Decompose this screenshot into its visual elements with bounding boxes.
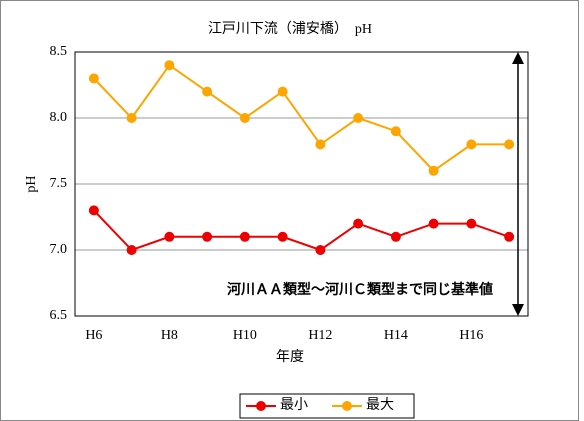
data-point bbox=[88, 205, 99, 216]
y-tick-label: 8.0 bbox=[50, 110, 68, 125]
x-tick-label: H16 bbox=[459, 328, 483, 343]
y-tick-label: 7.5 bbox=[50, 176, 68, 191]
legend-label: 最大 bbox=[366, 397, 394, 413]
data-point bbox=[428, 218, 439, 229]
data-point bbox=[126, 245, 137, 255]
data-point bbox=[466, 139, 477, 150]
legend-marker bbox=[256, 401, 266, 411]
data-point bbox=[428, 165, 439, 176]
data-point bbox=[315, 245, 326, 255]
arrow-head bbox=[512, 304, 524, 316]
legend-marker bbox=[342, 401, 352, 411]
data-point bbox=[504, 139, 515, 150]
data-point bbox=[466, 218, 477, 229]
data-point bbox=[88, 73, 99, 84]
data-point bbox=[164, 60, 175, 71]
x-tick-label: H6 bbox=[85, 328, 102, 343]
legend-label: 最小 bbox=[280, 397, 308, 413]
data-point bbox=[239, 231, 250, 242]
plot-area bbox=[74, 51, 529, 317]
y-tick-label: 8.5 bbox=[50, 44, 68, 59]
series-line bbox=[93, 209, 510, 252]
x-axis-label: 年度 bbox=[276, 349, 304, 365]
y-axis-label: pH bbox=[24, 175, 39, 192]
data-point bbox=[202, 86, 213, 97]
x-tick-label: H12 bbox=[308, 328, 332, 343]
data-point bbox=[353, 113, 364, 123]
x-tick-label: H10 bbox=[233, 328, 257, 343]
series-line bbox=[93, 63, 510, 173]
chart-title: 江戸川下流（浦安橋） pH bbox=[208, 21, 372, 37]
data-point bbox=[390, 231, 401, 242]
y-tick-label: 6.5 bbox=[50, 308, 68, 323]
arrow-head bbox=[512, 52, 524, 64]
data-point bbox=[353, 218, 364, 229]
y-tick-label: 7.0 bbox=[50, 242, 68, 257]
x-tick-label: H8 bbox=[161, 328, 178, 343]
annotation: 河川ＡＡ類型～河川Ｃ類型まで同じ基準値 bbox=[227, 281, 493, 298]
data-point bbox=[164, 231, 175, 242]
data-point bbox=[277, 86, 288, 97]
data-point bbox=[126, 113, 137, 123]
x-tick-label: H14 bbox=[384, 328, 408, 343]
data-point bbox=[315, 139, 326, 150]
data-point bbox=[504, 231, 515, 242]
data-point bbox=[277, 231, 288, 242]
data-point bbox=[202, 231, 213, 242]
data-point bbox=[239, 113, 250, 123]
data-point bbox=[390, 126, 401, 137]
